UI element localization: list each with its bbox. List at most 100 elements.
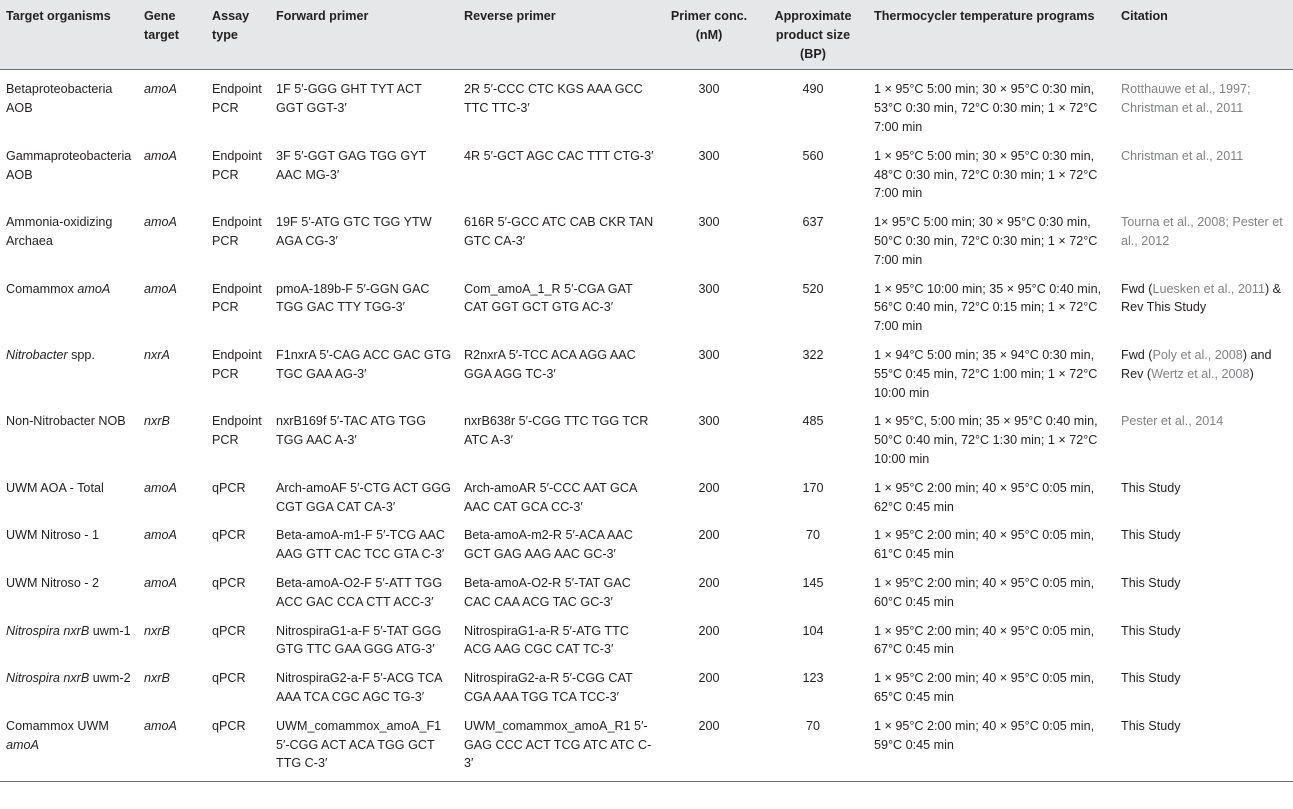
cell-citation: This Study	[1115, 706, 1293, 783]
table-row: Comammox UWM amoA amoA qPCR UWM_comammox_am…	[0, 706, 1293, 783]
organism-text: Betaproteobacteria AOB	[6, 82, 113, 116]
cell-target-organism: Nitrobacter spp.	[0, 336, 138, 402]
cell-gene-target: nxrB	[138, 612, 206, 660]
gene-text: nxrB	[144, 671, 170, 686]
cell-primer-conc: 200	[698, 623, 720, 638]
cell-reverse-primer: 4R 5′-GCT AGC CAC TTT CTG-3′	[464, 148, 654, 163]
citation-text: This Study	[1121, 671, 1181, 686]
cell-product-size: 70	[758, 706, 868, 783]
cell-thermocycler-program: 1 × 95°C 2:00 min; 40 × 95°C 0:05 min, 6…	[874, 575, 1095, 609]
gene-text: nxrB	[144, 623, 170, 638]
cell-citation: This Study	[1115, 612, 1293, 660]
table-row: Ammonia-oxidizing Archaea amoA Endpoint PC…	[0, 203, 1293, 269]
cell-forward-primer: 1F 5′-GGG GHT TYT ACT GGT GGT-3′	[276, 82, 422, 116]
table-row: UWM Nitroso - 1 amoA qPCR Beta-amoA-m1-F 5′…	[0, 516, 1293, 564]
citation-text: Fwd (	[1121, 347, 1153, 362]
gene-text: amoA	[144, 148, 177, 163]
gene-text: amoA	[144, 575, 177, 590]
cell-reverse-primer: 2R 5′-CCC CTC KGS AAA GCC TTC TTC-3′	[464, 82, 643, 116]
table-body: Betaproteobacteria AOB amoA Endpoint PCR 1F…	[0, 70, 1293, 783]
cell-thermocycler-program: 1 × 95°C 2:00 min; 40 × 95°C 0:05 min, 5…	[868, 706, 1115, 783]
cell-target-organism: Comammox UWM amoA	[0, 706, 138, 783]
organism-text: Gammaproteobacteria AOB	[6, 148, 132, 182]
cell-thermocycler-program: 1 × 95°C 2:00 min; 40 × 95°C 0:05 min, 6…	[874, 623, 1095, 657]
gene-text: amoA	[144, 215, 177, 230]
cell-forward-primer: NitrospiraG2-a-F 5′-ACG TCA AAA TCA CGC …	[276, 671, 442, 704]
cell-product-size: 123	[802, 671, 824, 686]
organism-italic-text: Nitrospira nxrB	[6, 623, 90, 638]
cell-reverse-primer: NitrospiraG2-a-R 5′-CGG CAT CGA AAA TGG …	[464, 671, 633, 704]
cell-gene-target: nxrA	[138, 336, 206, 402]
cell-target-organism: Nitrospira nxrB uwm-1	[0, 612, 138, 660]
organism-suffix-text: uwm-1	[89, 623, 131, 638]
cell-assay-type: qPCR	[212, 671, 246, 686]
citation-text: ) and Rev (	[1121, 347, 1272, 381]
table-row: Betaproteobacteria AOB amoA Endpoint PCR 1F…	[0, 70, 1293, 137]
citation-link[interactable]: Wertz et al., 2008	[1151, 366, 1250, 381]
cell-primer-conc: 300	[698, 148, 720, 163]
organism-suffix-text: spp.	[67, 347, 95, 362]
cell-thermocycler-program: 1 × 95°C 5:00 min; 30 × 95°C 0:30 min, 5…	[874, 82, 1098, 134]
citation-text: This Study	[1121, 575, 1181, 590]
cell-forward-primer: nxrB169f 5′-TAC ATG TGG TGG AAC A-3′	[276, 414, 427, 448]
cell-target-organism: UWM AOA - Total	[0, 469, 138, 517]
citation-link[interactable]: Tourna et al., 2008; Pester et al., 2012	[1121, 215, 1283, 248]
citation-text: Fwd (	[1121, 281, 1153, 296]
cell-forward-primer: Beta-amoA-O2-F 5′-ATT TGG ACC GAC CCA CT…	[276, 575, 443, 609]
table-row: Nitrobacter spp. nxrA Endpoint PCR F1nxrA 5…	[0, 336, 1293, 402]
organism-italic-text: amoA	[77, 281, 111, 296]
cell-primer-conc: 200	[698, 528, 720, 543]
cell-primer-conc: 300	[698, 281, 720, 296]
cell-forward-primer: NitrospiraG1-a-F 5′-TAT GGG GTG TTC GAA …	[276, 623, 442, 657]
citation-text: This Study	[1121, 623, 1181, 638]
cell-primer-conc: 300	[698, 82, 720, 97]
cell-forward-primer: 19F 5′-ATG GTC TGG YTW AGA CG-3′	[276, 215, 432, 248]
cell-reverse-primer: Beta-amoA-m2-R 5′-ACA AAC GCT GAG AAG AA…	[464, 528, 633, 562]
citation-text: This Study	[1121, 480, 1181, 495]
cell-primer-conc: 300	[698, 347, 720, 362]
table-row: Comammox amoA amoA Endpoint PCR pmoA-189b-F…	[0, 270, 1293, 336]
cell-reverse-primer: UWM_comammox_amoA_R1 5′-GAG CCC ACT TCG …	[458, 706, 660, 783]
gene-text: amoA	[144, 718, 177, 733]
citation-link[interactable]: Luesken et al., 2011	[1152, 281, 1265, 296]
citation-link[interactable]: Pester et al., 2014	[1121, 414, 1224, 429]
cell-citation: Pester et al., 2014	[1115, 402, 1293, 468]
citation-link[interactable]: Christman et al., 2011	[1121, 148, 1244, 163]
cell-forward-primer: pmoA-189b-F 5′-GGN GAC TGG GAC TTY TGG-3…	[276, 281, 430, 315]
cell-forward-primer: F1nxrA 5′-CAG ACC GAC GTG TGC GAA AG-3′	[276, 347, 452, 381]
cell-citation: Rotthauwe et al., 1997; Christman et al.…	[1115, 70, 1293, 137]
cell-reverse-primer: Arch-amoAR 5′-CCC AAT GCA AAC CAT GCA CC…	[464, 480, 637, 514]
header-assay-type: Assay type	[206, 0, 270, 71]
cell-assay-type: Endpoint PCR	[212, 148, 262, 182]
organism-text: Comammox UWM	[6, 718, 109, 733]
cell-assay-type: Endpoint PCR	[212, 414, 262, 448]
header-thermocycler-programs: Thermocycler temperature programs	[868, 0, 1115, 71]
cell-gene-target: amoA	[138, 564, 206, 612]
cell-gene-target: amoA	[138, 270, 206, 336]
cell-assay-type: Endpoint PCR	[212, 82, 262, 116]
table-row: Non-Nitrobacter NOB nxrB Endpoint PCR nxrB1…	[0, 402, 1293, 468]
citation-text: ) & Rev This Study	[1121, 281, 1282, 315]
cell-product-size: 520	[802, 281, 824, 296]
cell-target-organism: Ammonia-oxidizing Archaea	[0, 203, 138, 269]
cell-reverse-primer: 616R 5′-GCC ATC CAB CKR TAN GTC CA-3′	[464, 215, 654, 248]
gene-text: amoA	[144, 480, 177, 495]
cell-assay-type: Endpoint PCR	[212, 215, 262, 248]
cell-thermocycler-program: 1 × 95°C 10:00 min; 35 × 95°C 0:40 min, …	[874, 281, 1102, 334]
citation-text: )	[1249, 366, 1254, 381]
citation-link[interactable]: Rotthauwe et al., 1997; Christman et al.…	[1121, 82, 1251, 116]
cell-citation: Fwd (Poly et al., 2008) and Rev (Wertz e…	[1115, 336, 1293, 402]
gene-text: amoA	[144, 281, 177, 296]
cell-reverse-primer: R2nxrA 5′-TCC ACA AGG AAC GGA AGG TC-3′	[464, 347, 636, 381]
cell-assay-type: qPCR	[212, 575, 246, 590]
cell-product-size: 637	[802, 215, 824, 230]
cell-thermocycler-program: 1× 95°C 5:00 min; 30 × 95°C 0:30 min, 50…	[874, 215, 1098, 267]
cell-thermocycler-program: 1 × 95°C, 5:00 min; 35 × 95°C 0:40 min, …	[874, 414, 1098, 466]
cell-citation: This Study	[1115, 516, 1293, 564]
header-product-size: Approximate product size (BP)	[758, 0, 868, 71]
cell-citation: Christman et al., 2011	[1115, 137, 1293, 203]
cell-product-size: 170	[802, 480, 824, 495]
cell-assay-type: qPCR	[212, 623, 246, 638]
citation-link[interactable]: Poly et al., 2008	[1152, 347, 1243, 362]
gene-text: amoA	[144, 82, 177, 97]
